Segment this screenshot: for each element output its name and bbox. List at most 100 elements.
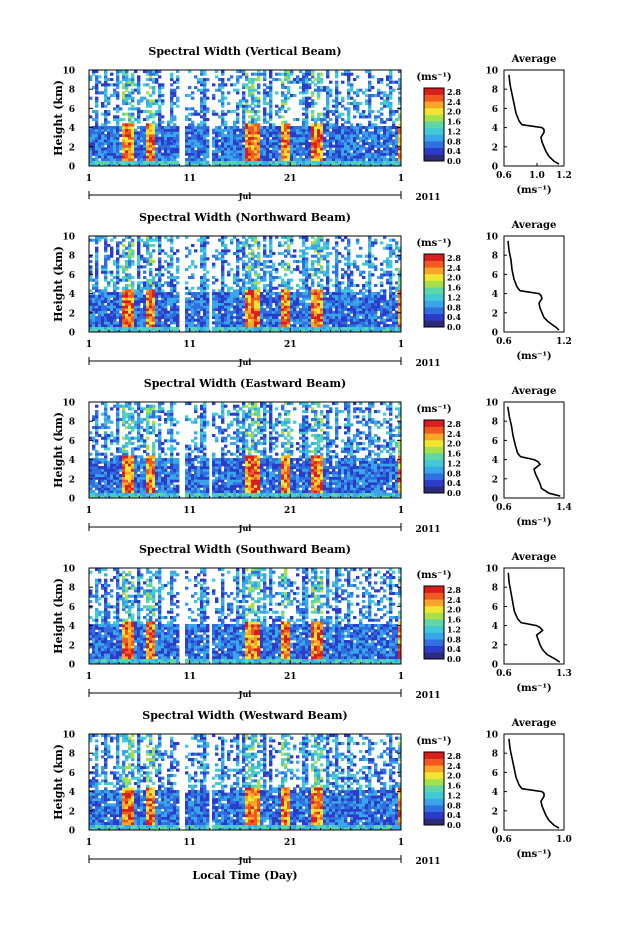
heatmap-cell (221, 270, 225, 274)
heatmap-cell (254, 324, 258, 328)
heatmap-cell (281, 128, 285, 132)
heatmap-cell (116, 300, 120, 304)
heatmap-cell (305, 236, 309, 240)
heatmap-cell (314, 268, 318, 272)
heatmap-cell (383, 158, 387, 162)
heatmap-cell (167, 281, 171, 285)
heatmap-cell (251, 324, 255, 328)
heatmap-cell (302, 260, 306, 264)
heatmap-cell (389, 70, 393, 74)
heatmap-cell (164, 305, 168, 309)
heatmap-cell (398, 83, 402, 87)
heatmap-cell (365, 99, 369, 103)
heatmap-cell (341, 123, 345, 127)
heatmap-cell (347, 158, 351, 162)
heatmap-cell (104, 91, 108, 95)
heatmap-cell (365, 128, 369, 132)
heatmap-cell (251, 110, 255, 114)
heatmap-cell (383, 270, 387, 274)
heatmap-cell (254, 134, 258, 138)
heatmap-cell (134, 318, 138, 322)
heatmap-cell (110, 292, 114, 296)
heatmap-cell (257, 289, 261, 293)
heatmap-cell (257, 147, 261, 151)
heatmap-cell (122, 152, 126, 156)
heatmap-cell (89, 278, 93, 282)
heatmap-cell (248, 136, 252, 140)
heatmap-cell (113, 236, 117, 240)
heatmap-cell (89, 324, 93, 328)
heatmap-cell (218, 147, 222, 151)
heatmap-cell (134, 297, 138, 301)
heatmap-cell (221, 142, 225, 146)
heatmap-cell (371, 297, 375, 301)
heatmap-cell (116, 310, 120, 314)
heatmap-cell (287, 324, 291, 328)
heatmap-cell (227, 160, 231, 164)
heatmap-cell (116, 268, 120, 272)
heatmap-cell (236, 289, 240, 293)
heatmap-cell (323, 326, 327, 330)
heatmap-cell (311, 155, 315, 159)
heatmap-cell (167, 134, 171, 138)
heatmap-cell (311, 313, 315, 317)
heatmap-cell (104, 152, 108, 156)
heatmap-cell (329, 305, 333, 309)
heatmap-cell (248, 128, 252, 132)
heatmap-cell (293, 144, 297, 148)
heatmap-cell (194, 142, 198, 146)
heatmap-cell (164, 316, 168, 320)
heatmap-cell (257, 329, 261, 333)
heatmap-cell (89, 316, 93, 320)
heatmap-cell (197, 136, 201, 140)
heatmap-cell (125, 318, 129, 322)
heatmap-cell (134, 294, 138, 298)
heatmap-cell (347, 152, 351, 156)
heatmap-cell (131, 75, 135, 79)
colorbar-tick-label: 0.8 (447, 136, 461, 146)
heatmap-cell (101, 126, 105, 130)
heatmap-cell (116, 107, 120, 111)
heatmap-cell (353, 324, 357, 328)
heatmap-cell (293, 297, 297, 301)
heatmap-cell (104, 268, 108, 272)
heatmap-cell (281, 160, 285, 164)
heatmap-cell (146, 134, 150, 138)
heatmap-cell (398, 86, 402, 90)
heatmap-cell (203, 308, 207, 312)
heatmap-cell (308, 302, 312, 306)
heatmap-cell (368, 134, 372, 138)
heatmap-cell (254, 78, 258, 82)
heatmap-cell (311, 297, 315, 301)
heatmap-cell (128, 102, 132, 106)
heatmap-cell (224, 83, 228, 87)
heatmap-cell (206, 128, 210, 132)
heatmap-cell (113, 308, 117, 312)
heatmap-cell (377, 115, 381, 119)
heatmap-cell (200, 91, 204, 95)
heatmap-cell (152, 158, 156, 162)
heatmap-cell (254, 152, 258, 156)
heatmap-cell (329, 313, 333, 317)
heatmap-cell (194, 308, 198, 312)
heatmap-cell (125, 260, 129, 264)
heatmap-cell (326, 316, 330, 320)
heatmap-cell (107, 324, 111, 328)
heatmap-cell (257, 316, 261, 320)
heatmap-cell (224, 305, 228, 309)
heatmap-cell (119, 324, 123, 328)
heatmap-cell (242, 241, 246, 245)
heatmap-cell (308, 310, 312, 314)
heatmap-cell (377, 88, 381, 92)
heatmap-cell (374, 326, 378, 330)
heatmap-cell (233, 289, 237, 293)
heatmap-cell (236, 294, 240, 298)
heatmap-cell (95, 249, 99, 253)
heatmap-cell (395, 80, 399, 84)
heatmap-cell (125, 155, 129, 159)
heatmap-cell (284, 313, 288, 317)
heatmap-cell (317, 118, 321, 122)
heatmap-cell (146, 150, 150, 154)
heatmap-cell (101, 112, 105, 116)
heatmap-cell (116, 75, 120, 79)
